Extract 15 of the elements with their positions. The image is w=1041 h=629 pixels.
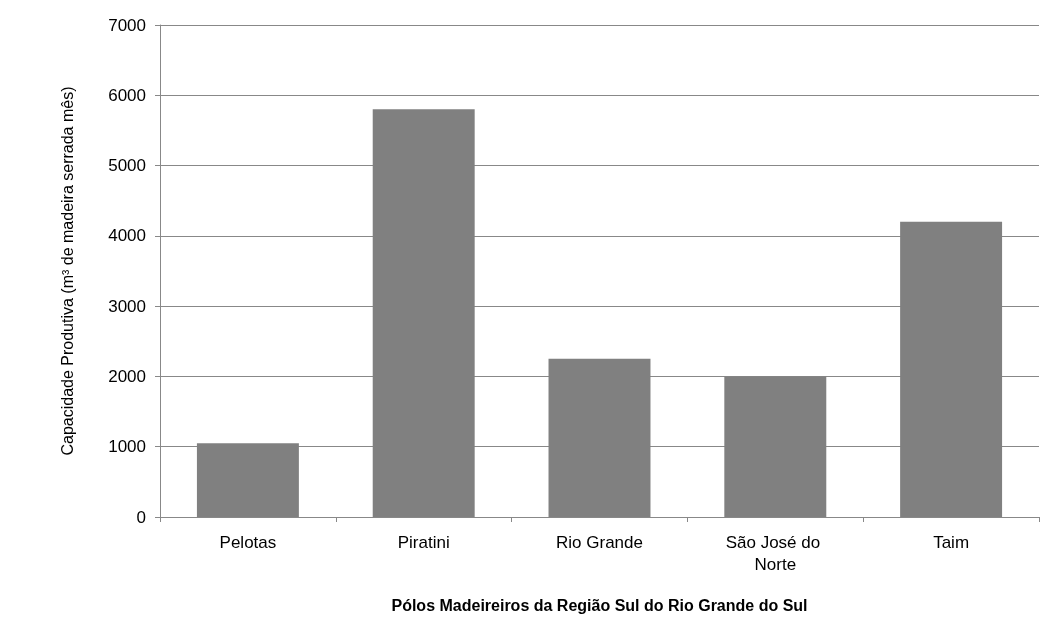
x-tick-label: Rio Grande: [556, 532, 643, 552]
y-tick-label: 0: [136, 507, 146, 527]
y-tick-label: 7000: [108, 15, 146, 35]
x-tick-label: Piratini: [397, 532, 450, 552]
y-tick-label: 2000: [108, 366, 146, 386]
y-tick-label: 6000: [108, 85, 146, 105]
y-axis-title: Capacidade Produtiva (m³ de madeira serrada mês): [58, 86, 76, 456]
x-tick-label: Pelotas: [219, 532, 277, 552]
y-tick-label: 3000: [108, 296, 146, 316]
x-tick-label: Taim: [933, 532, 970, 552]
y-tick-label: 1000: [108, 437, 146, 457]
x-axis-title: Pólos Madeireiros da Região Sul do Rio Grande do Sul: [391, 596, 808, 614]
y-tick-label: 5000: [108, 156, 146, 176]
y-tick-label: 4000: [108, 226, 146, 246]
x-tick-label: São José do Norte: [725, 532, 825, 574]
